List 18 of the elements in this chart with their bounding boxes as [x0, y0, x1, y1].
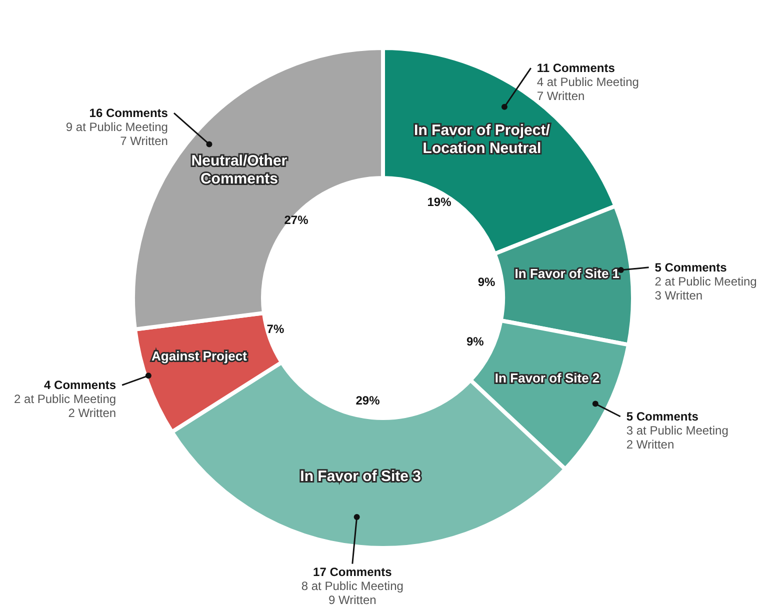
text: 16 Comments 9 at Public Meeting 7 Written: [66, 106, 168, 148]
text: 5 Comments 2 at Public Meeting 3 Written: [654, 260, 757, 302]
slice-label: In Favor of Project/ Location Neutral: [414, 122, 551, 157]
data-label: 27%: [284, 213, 309, 228]
data-label: 19%: [427, 195, 452, 210]
text: 11 Comments 4 at Public Meeting 7 Written: [536, 61, 639, 104]
data-label: 29%: [356, 394, 380, 408]
slice-label: In Favor of Site 1: [514, 266, 620, 282]
data-label: 9%: [478, 274, 496, 289]
text: 4 Comments 2 at Public Meeting 2 Written: [14, 378, 116, 420]
slice-label: In Favor of Site 3: [300, 468, 422, 486]
data-label: 7%: [266, 322, 284, 336]
slice-label: Neutral/Other Comments: [191, 152, 288, 188]
text: 17 Comments 8 at Public Meeting 9 Written: [301, 564, 404, 607]
slice-label: Against Project: [152, 348, 248, 364]
text: 5 Comments 3 at Public Meeting 2 Written: [626, 409, 728, 452]
slice-label: In Favor of Site 2: [494, 370, 600, 386]
data-label: 9%: [466, 334, 484, 349]
